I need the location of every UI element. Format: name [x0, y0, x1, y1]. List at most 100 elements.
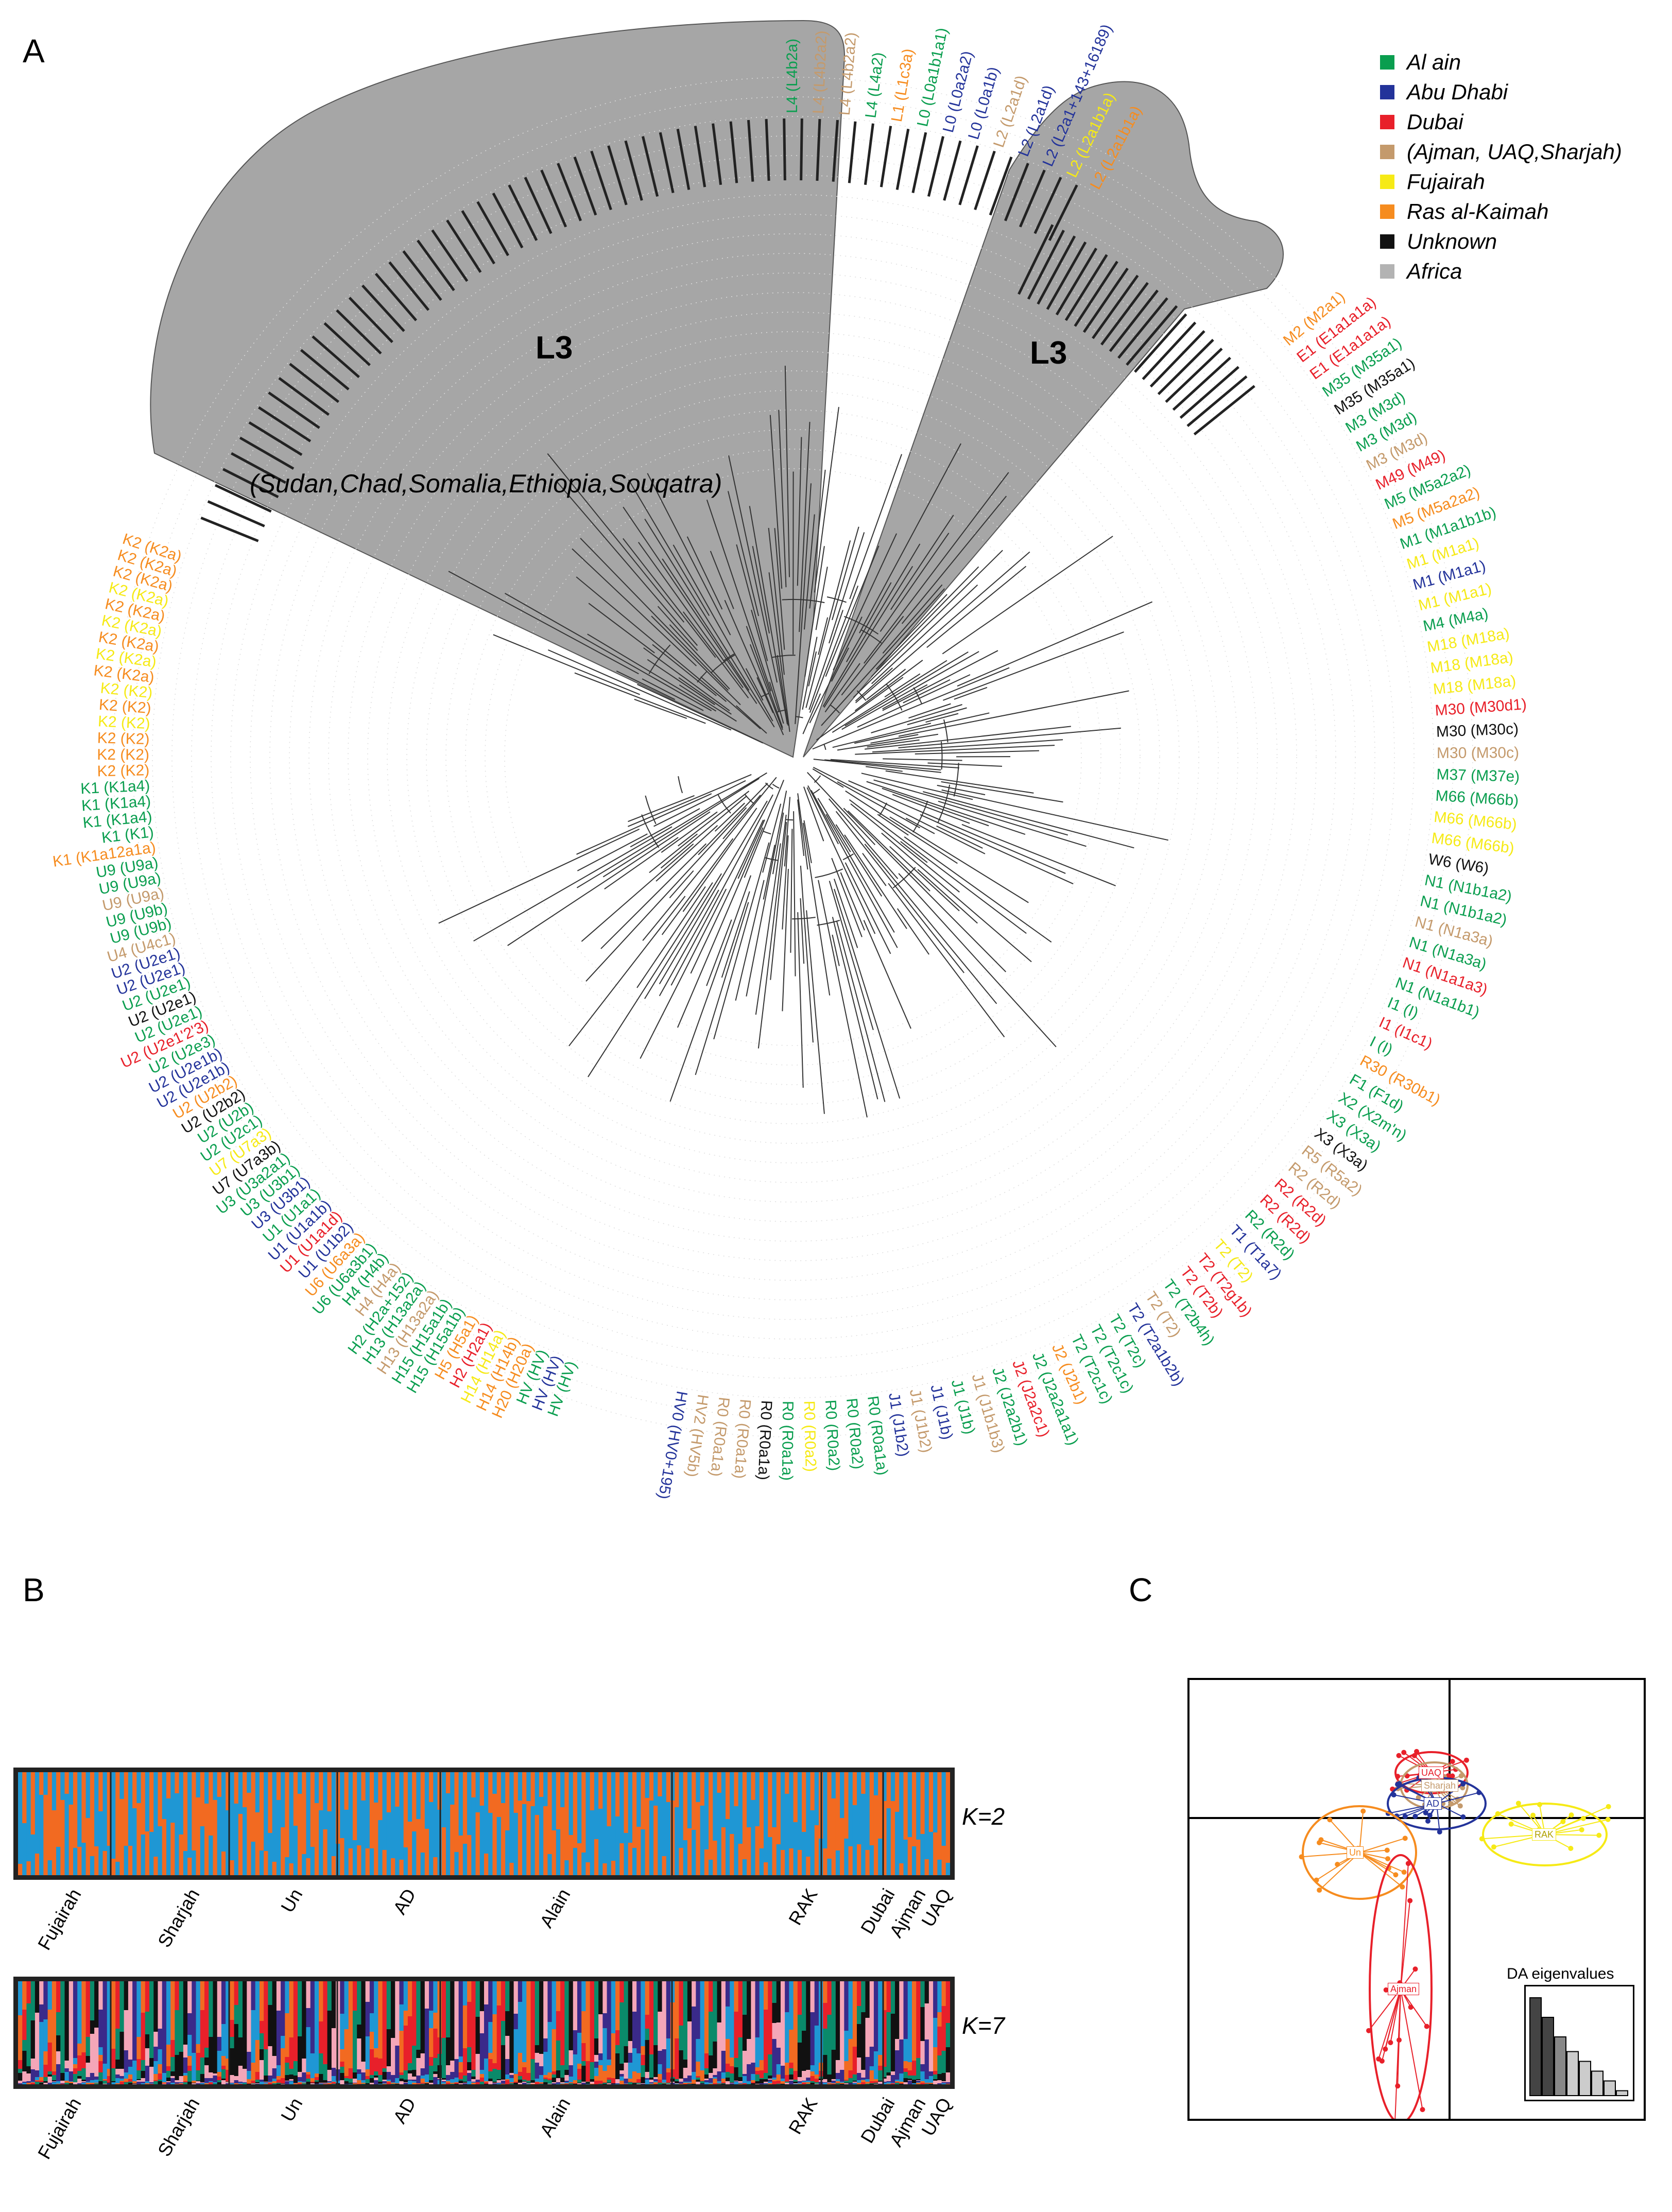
legend-swatch	[1380, 175, 1394, 189]
ancestry-bar-segment	[937, 2027, 942, 2055]
ancestry-bar-segment	[505, 2059, 510, 2074]
ancestry-bar-segment	[136, 2037, 141, 2059]
ancestry-bar-segment	[264, 2082, 268, 2083]
ancestry-bar-segment	[645, 2080, 650, 2084]
ancestry-bar-segment	[666, 2068, 671, 2072]
ancestry-bar-segment	[476, 1772, 480, 1812]
ancestry-bar-segment	[145, 2012, 150, 2034]
ancestry-bar-segment	[734, 1806, 738, 1875]
ancestry-bar-segment	[183, 2057, 188, 2073]
ancestry-bar-segment	[52, 2075, 57, 2080]
ancestry-bar-segment	[119, 1981, 124, 2032]
sample-point	[1401, 1750, 1406, 1755]
tree-branch	[808, 651, 816, 686]
ancestry-bar-segment	[789, 2068, 794, 2074]
ancestry-bar-segment	[124, 2079, 129, 2082]
ancestry-bar-segment	[471, 1981, 476, 2070]
ancestry-bar-segment	[391, 2038, 395, 2075]
ancestry-bar-segment	[632, 1772, 637, 1848]
legend-swatch	[1380, 145, 1394, 159]
ancestry-bar-segment	[158, 2049, 163, 2064]
ancestry-bar-segment	[492, 1981, 497, 2014]
ancestry-bar-segment	[755, 1826, 760, 1875]
ancestry-bar-segment	[361, 2072, 366, 2080]
ancestry-bar-segment	[103, 2064, 108, 2079]
ancestry-bar-segment	[217, 2051, 222, 2072]
ancestry-bar-segment	[141, 2082, 146, 2083]
ancestry-bar-segment	[221, 1981, 226, 2024]
ancestry-bar-segment	[679, 1981, 683, 2026]
sample-point	[1491, 1844, 1496, 1849]
ancestry-bar-segment	[255, 2080, 260, 2082]
ancestry-bar-segment	[615, 2053, 620, 2079]
tip-label: M66 (M66b)	[1433, 809, 1518, 833]
ancestry-bar-segment	[433, 1857, 438, 1875]
ancestry-bar-segment	[272, 1981, 277, 2056]
ancestry-bar-segment	[421, 1981, 425, 2053]
population-label: Alain	[494, 2094, 575, 2212]
ancestry-bar-segment	[366, 2069, 370, 2076]
ancestry-bar-segment	[255, 2082, 260, 2083]
ancestry-bar-segment	[649, 2082, 654, 2083]
ancestry-bar-segment	[340, 2080, 344, 2084]
ancestry-bar-segment	[200, 1772, 205, 1826]
ancestry-bar-segment	[857, 2006, 861, 2024]
ancestry-bar-segment	[476, 1981, 480, 2017]
ancestry-bar-segment	[264, 1981, 268, 2049]
tree-arc	[763, 831, 771, 834]
sample-point	[1400, 1884, 1405, 1890]
ancestry-bar-segment	[946, 2072, 950, 2082]
ancestry-bar-segment	[704, 2053, 709, 2068]
clade-label-l3-left: L3	[536, 330, 573, 366]
tree-arc	[817, 920, 840, 925]
ancestry-bar-segment	[383, 1850, 387, 1875]
sample-point	[1299, 1854, 1304, 1859]
ancestry-bar-segment	[844, 2031, 849, 2061]
ancestry-bar-segment	[366, 2079, 370, 2083]
ancestry-bar-segment	[569, 2050, 574, 2065]
ancestry-bar-segment	[103, 2081, 108, 2084]
ancestry-bar-segment	[52, 2082, 57, 2084]
ancestry-bar-segment	[891, 1801, 895, 1875]
ancestry-bar-segment	[408, 2070, 412, 2073]
sample-point	[1537, 1802, 1542, 1807]
ancestry-bar-segment	[942, 2073, 946, 2081]
ancestry-bar-segment	[247, 2079, 251, 2083]
tree-branch	[954, 688, 987, 699]
ancestry-bar-segment	[81, 2068, 86, 2080]
ancestry-bar-segment	[832, 1798, 836, 1875]
ancestry-bar-segment	[52, 1810, 57, 1875]
ancestry-bar-segment	[340, 2073, 344, 2080]
ancestry-bar-segment	[602, 2028, 607, 2071]
ancestry-bar-segment	[764, 2073, 768, 2079]
tip-label: R0 (R0a2)	[843, 1397, 866, 1470]
ancestry-bar-segment	[929, 1981, 934, 2071]
group-label: UAQ	[1419, 1767, 1444, 1779]
ancestry-bar-segment	[497, 2005, 502, 2070]
ancestry-bar-segment	[277, 2065, 281, 2076]
ancestry-bar-segment	[611, 1981, 616, 2033]
ancestry-bar-segment	[366, 2036, 370, 2069]
ancestry-bar-segment	[209, 2037, 213, 2072]
ancestry-bar-segment	[573, 1772, 578, 1848]
ancestry-bar-segment	[624, 1772, 629, 1833]
ancestry-bar-segment	[408, 2080, 412, 2081]
ancestry-bar-segment	[772, 2003, 777, 2023]
tree-branch	[790, 829, 792, 953]
ancestry-bar-segment	[849, 1772, 853, 1846]
legend-label: Africa	[1407, 259, 1462, 284]
ancestry-bar-segment	[602, 1772, 607, 1863]
ancestry-bar-segment	[454, 1981, 459, 2059]
ancestry-bar-segment	[370, 2078, 374, 2083]
sample-point	[1425, 1819, 1430, 1824]
ancestry-bar-segment	[153, 2081, 158, 2084]
ancestry-bar-segment	[628, 1981, 633, 2041]
ancestry-bar-segment	[849, 1846, 853, 1875]
ancestry-bar-segment	[904, 1840, 908, 1875]
ancestry-bar-segment	[492, 2014, 497, 2063]
ancestry-bar-segment	[721, 1981, 726, 2051]
ancestry-bar-segment	[488, 1981, 493, 2022]
ancestry-bar-segment	[149, 2067, 154, 2082]
ancestry-bar-segment	[56, 2035, 61, 2051]
ancestry-bar-segment	[213, 2076, 217, 2082]
